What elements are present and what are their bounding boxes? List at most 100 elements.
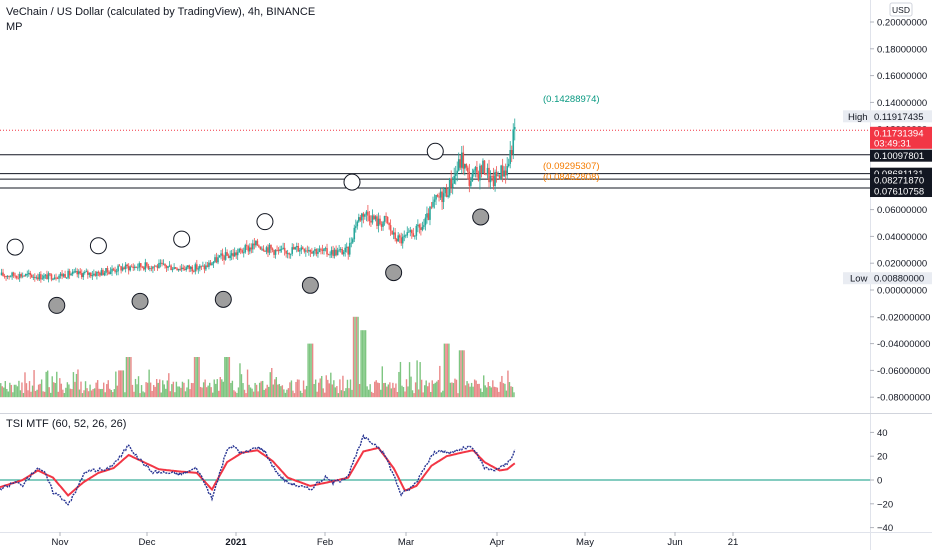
volume-bar: [140, 385, 143, 398]
candle: [29, 270, 32, 279]
volume-bar: [455, 379, 458, 398]
volume-bar: [416, 360, 418, 398]
volume-bar: [463, 350, 465, 398]
candle: [409, 226, 412, 237]
volume-bar: [36, 389, 38, 398]
candle: [135, 266, 138, 269]
price-level-tag: 0.08271870: [870, 174, 932, 187]
candle: [34, 273, 36, 282]
volume-bar: [63, 392, 66, 398]
value-area-low-marker[interactable]: [48, 296, 66, 314]
candle: [283, 242, 286, 256]
value-area-low-marker[interactable]: [472, 208, 490, 226]
candle: [392, 227, 395, 240]
candle: [389, 219, 392, 236]
volume-bar: [160, 392, 162, 398]
candle: [476, 160, 478, 178]
volume-bar: [489, 386, 491, 398]
candle: [196, 259, 198, 272]
volume-bar: [433, 383, 435, 398]
tsi-axis[interactable]: 40 20 0 −20 −40: [870, 428, 893, 534]
value-area-low-marker[interactable]: [214, 290, 232, 308]
candle: [324, 246, 327, 252]
value-area-high-marker[interactable]: [6, 238, 24, 256]
candle: [403, 230, 406, 242]
volume-bar: [22, 392, 25, 398]
candle: [141, 265, 144, 269]
currency-button[interactable]: [889, 2, 913, 17]
volume-bar: [304, 389, 306, 398]
volume-bar: [492, 380, 494, 398]
candle: [180, 263, 183, 272]
price-axis[interactable]: 0.20000000 0.18000000 0.16000000 0.14000000…: [870, 18, 930, 404]
volume-bar: [25, 383, 28, 398]
candle: [465, 163, 468, 171]
candle: [80, 269, 83, 280]
volume-bar: [510, 386, 512, 398]
volume-bar: [278, 383, 281, 398]
value-area-high-marker[interactable]: [89, 237, 107, 255]
volume-bar: [505, 390, 508, 398]
candle: [76, 268, 79, 278]
value-area-high-marker[interactable]: [343, 173, 361, 191]
value-area-low-marker[interactable]: [385, 264, 403, 282]
candle: [345, 242, 348, 253]
fib-level-label: (0.08462808): [543, 172, 600, 183]
candle: [176, 267, 178, 271]
volume-bar: [152, 384, 155, 398]
tsi-tick-label: 0: [877, 476, 882, 487]
value-area-low-marker[interactable]: [301, 276, 319, 294]
candle: [74, 267, 77, 274]
volume-bar: [407, 386, 409, 398]
candle: [354, 219, 357, 233]
volume-bars: [0, 316, 515, 398]
value-area-high-marker[interactable]: [173, 230, 191, 248]
candle: [406, 226, 409, 238]
volume-bar: [401, 385, 403, 398]
volume-bar: [248, 384, 250, 398]
volume-bar: [481, 391, 483, 398]
value-area-low-marker[interactable]: [131, 292, 149, 310]
time-axis[interactable]: Nov Dec 2021 Feb Mar Apr May Jun 21: [52, 532, 739, 548]
value-area-high-marker[interactable]: [426, 142, 444, 160]
candle: [236, 248, 239, 261]
candle: [209, 259, 212, 266]
candle: [468, 163, 471, 193]
candle: [361, 212, 363, 228]
price-tick-label: 0.20000000: [877, 18, 927, 29]
volume-bar: [231, 380, 234, 398]
candle: [339, 247, 342, 253]
candle: [194, 262, 197, 275]
volume-bar: [358, 383, 361, 398]
candle: [415, 224, 418, 240]
time-tick-label: 21: [728, 537, 739, 548]
volume-bar: [195, 357, 197, 398]
tsi-tick-label: 20: [877, 452, 888, 463]
value-area-high-marker[interactable]: [256, 213, 274, 231]
volume-bar: [280, 386, 282, 398]
volume-bar: [187, 379, 190, 398]
candle: [199, 264, 201, 272]
volume-bar: [479, 388, 482, 398]
tsi-pane: [0, 433, 870, 506]
candle: [302, 246, 304, 250]
price-tick-label: 0.18000000: [877, 44, 927, 55]
candle: [226, 249, 228, 257]
volume-bar: [336, 386, 338, 398]
volume-bar: [9, 382, 11, 398]
candle: [351, 237, 354, 245]
svg-text:0.11917435: 0.11917435: [874, 112, 924, 123]
volume-bar: [458, 350, 461, 398]
candle: [444, 188, 446, 197]
volume-bar: [390, 388, 393, 398]
candle: [270, 244, 272, 254]
volume-bar: [60, 383, 63, 398]
volume-bar: [208, 382, 211, 398]
candle: [182, 264, 184, 271]
volume-bar: [464, 385, 467, 398]
chart-title: VeChain / US Dollar (calculated by Tradi…: [6, 6, 315, 18]
candle: [114, 266, 116, 274]
candle: [479, 163, 481, 190]
